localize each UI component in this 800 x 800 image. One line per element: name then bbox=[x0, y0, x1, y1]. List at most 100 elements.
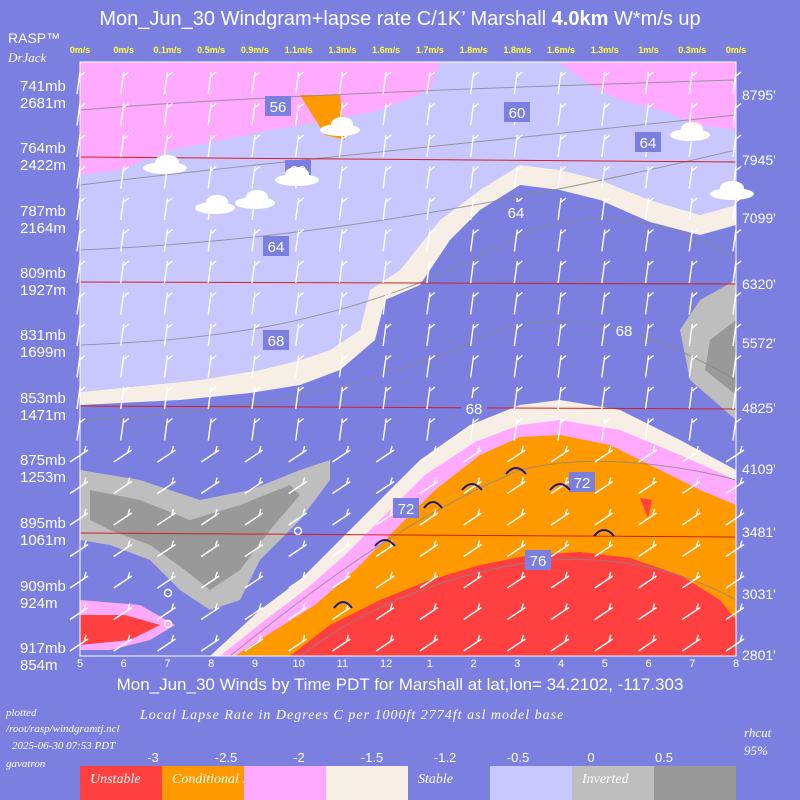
updraft-speed-label: 1.6m/s bbox=[372, 45, 401, 55]
wind-barb bbox=[688, 71, 698, 95]
wind-barb bbox=[426, 228, 436, 252]
wind-barb bbox=[200, 571, 220, 589]
brand-name: RASP™ bbox=[8, 30, 61, 46]
height-ft-label: 7099' bbox=[742, 210, 776, 226]
wind-barb bbox=[463, 634, 482, 652]
wind-barb bbox=[113, 571, 133, 589]
wind-barb bbox=[375, 603, 395, 621]
wind-barb bbox=[644, 354, 654, 378]
wind-barb bbox=[732, 417, 742, 441]
height-m: 1471m bbox=[20, 407, 66, 424]
wind-barb bbox=[557, 260, 567, 284]
wind-barb bbox=[244, 508, 264, 526]
x-tick-label: 12 bbox=[380, 658, 393, 670]
wind-barb bbox=[426, 165, 436, 189]
wind-barb bbox=[338, 354, 348, 378]
pressure-level-label: 831mb 1699m bbox=[0, 327, 78, 361]
wind-barb bbox=[644, 197, 654, 221]
updraft-speed-label: 0.1m/s bbox=[153, 45, 182, 55]
wind-barb bbox=[244, 603, 264, 621]
wind-barb bbox=[688, 197, 698, 221]
wind-barb bbox=[244, 477, 264, 495]
wind-barb bbox=[120, 197, 130, 221]
wind-barb bbox=[557, 197, 567, 221]
wind-barb bbox=[506, 477, 526, 495]
wind-barb bbox=[163, 323, 173, 347]
wind-barb bbox=[251, 260, 261, 284]
wind-barb bbox=[294, 323, 305, 347]
wind-barb bbox=[382, 260, 392, 284]
height-ft-label: 3031' bbox=[742, 586, 776, 602]
pressure-mb: 741mb bbox=[20, 78, 66, 95]
wind-barb bbox=[506, 634, 526, 652]
wind-barb bbox=[601, 197, 611, 221]
wind-barb bbox=[419, 477, 439, 495]
wind-barb bbox=[120, 354, 130, 378]
wind-barb bbox=[113, 603, 133, 621]
wind-barb bbox=[76, 354, 86, 378]
wind-barb bbox=[594, 508, 614, 526]
svg-text:68: 68 bbox=[466, 401, 483, 418]
wind-barb bbox=[288, 445, 308, 463]
wind-barb bbox=[76, 291, 86, 315]
wind-barb bbox=[244, 634, 264, 652]
svg-text:56: 56 bbox=[270, 99, 287, 116]
lapse-rate-field bbox=[80, 62, 736, 656]
wind-barb bbox=[69, 634, 89, 652]
wind-barb bbox=[120, 102, 130, 126]
wind-barb bbox=[294, 228, 305, 252]
wind-barb bbox=[76, 165, 86, 189]
height-ft-label: 3481' bbox=[742, 524, 776, 540]
wind-barb bbox=[382, 102, 392, 126]
pressure-mb: 764mb bbox=[20, 140, 66, 157]
wind-barb bbox=[681, 571, 701, 589]
wind-barb bbox=[338, 165, 348, 189]
wind-barb bbox=[638, 540, 657, 558]
wind-barb bbox=[732, 102, 742, 126]
wind-barb bbox=[594, 445, 614, 463]
wind-barb bbox=[638, 634, 657, 652]
x-tick-label: 4 bbox=[558, 658, 565, 670]
x-tick-label: 9 bbox=[251, 658, 258, 670]
title-unit: W*m/s up bbox=[613, 8, 701, 30]
wind-barb bbox=[601, 417, 611, 441]
wind-barb bbox=[469, 323, 480, 347]
legend-swatch bbox=[326, 766, 408, 800]
wind-barb bbox=[338, 228, 348, 252]
wind-barb bbox=[594, 603, 614, 621]
x-tick-label: 2 bbox=[470, 658, 477, 670]
wind-barb bbox=[76, 417, 86, 441]
wind-barb bbox=[200, 508, 220, 526]
wind-barb bbox=[157, 540, 176, 558]
wind-barb bbox=[76, 260, 86, 284]
wind-barb bbox=[338, 291, 348, 315]
legend-tick: -0.5 bbox=[506, 750, 530, 765]
wind-barb bbox=[644, 165, 654, 189]
x-tick-label: 5 bbox=[76, 658, 84, 670]
wind-barb bbox=[557, 323, 567, 347]
wind-barb bbox=[207, 417, 217, 441]
updraft-speed-label: 1.1m/s bbox=[284, 45, 313, 55]
wind-barb bbox=[251, 228, 261, 252]
pressure-level-label: 909mb 924m bbox=[0, 578, 78, 612]
wind-barb bbox=[732, 260, 742, 284]
pressure-level-label: 917mb 854m bbox=[0, 640, 78, 674]
wind-barb bbox=[163, 134, 173, 158]
wind-barb bbox=[463, 603, 482, 621]
x-tick-label: 5 bbox=[601, 658, 608, 670]
chart-subtitle: Mon_Jun_30 Winds by Time PDT for Marshal… bbox=[116, 675, 684, 694]
wind-barb bbox=[382, 291, 392, 315]
wind-barb bbox=[251, 134, 261, 158]
wind-barb bbox=[681, 540, 701, 558]
wind-barb bbox=[513, 323, 523, 347]
wind-barb bbox=[732, 228, 742, 252]
wind-barb bbox=[288, 540, 308, 558]
pressure-level-label: 895mb 1061m bbox=[0, 515, 78, 549]
wind-barb bbox=[469, 260, 480, 284]
wind-barb bbox=[113, 634, 133, 652]
wind-barb bbox=[294, 417, 305, 441]
wind-barb bbox=[550, 508, 570, 526]
wind-barb bbox=[681, 477, 701, 495]
wind-barb bbox=[601, 134, 611, 158]
